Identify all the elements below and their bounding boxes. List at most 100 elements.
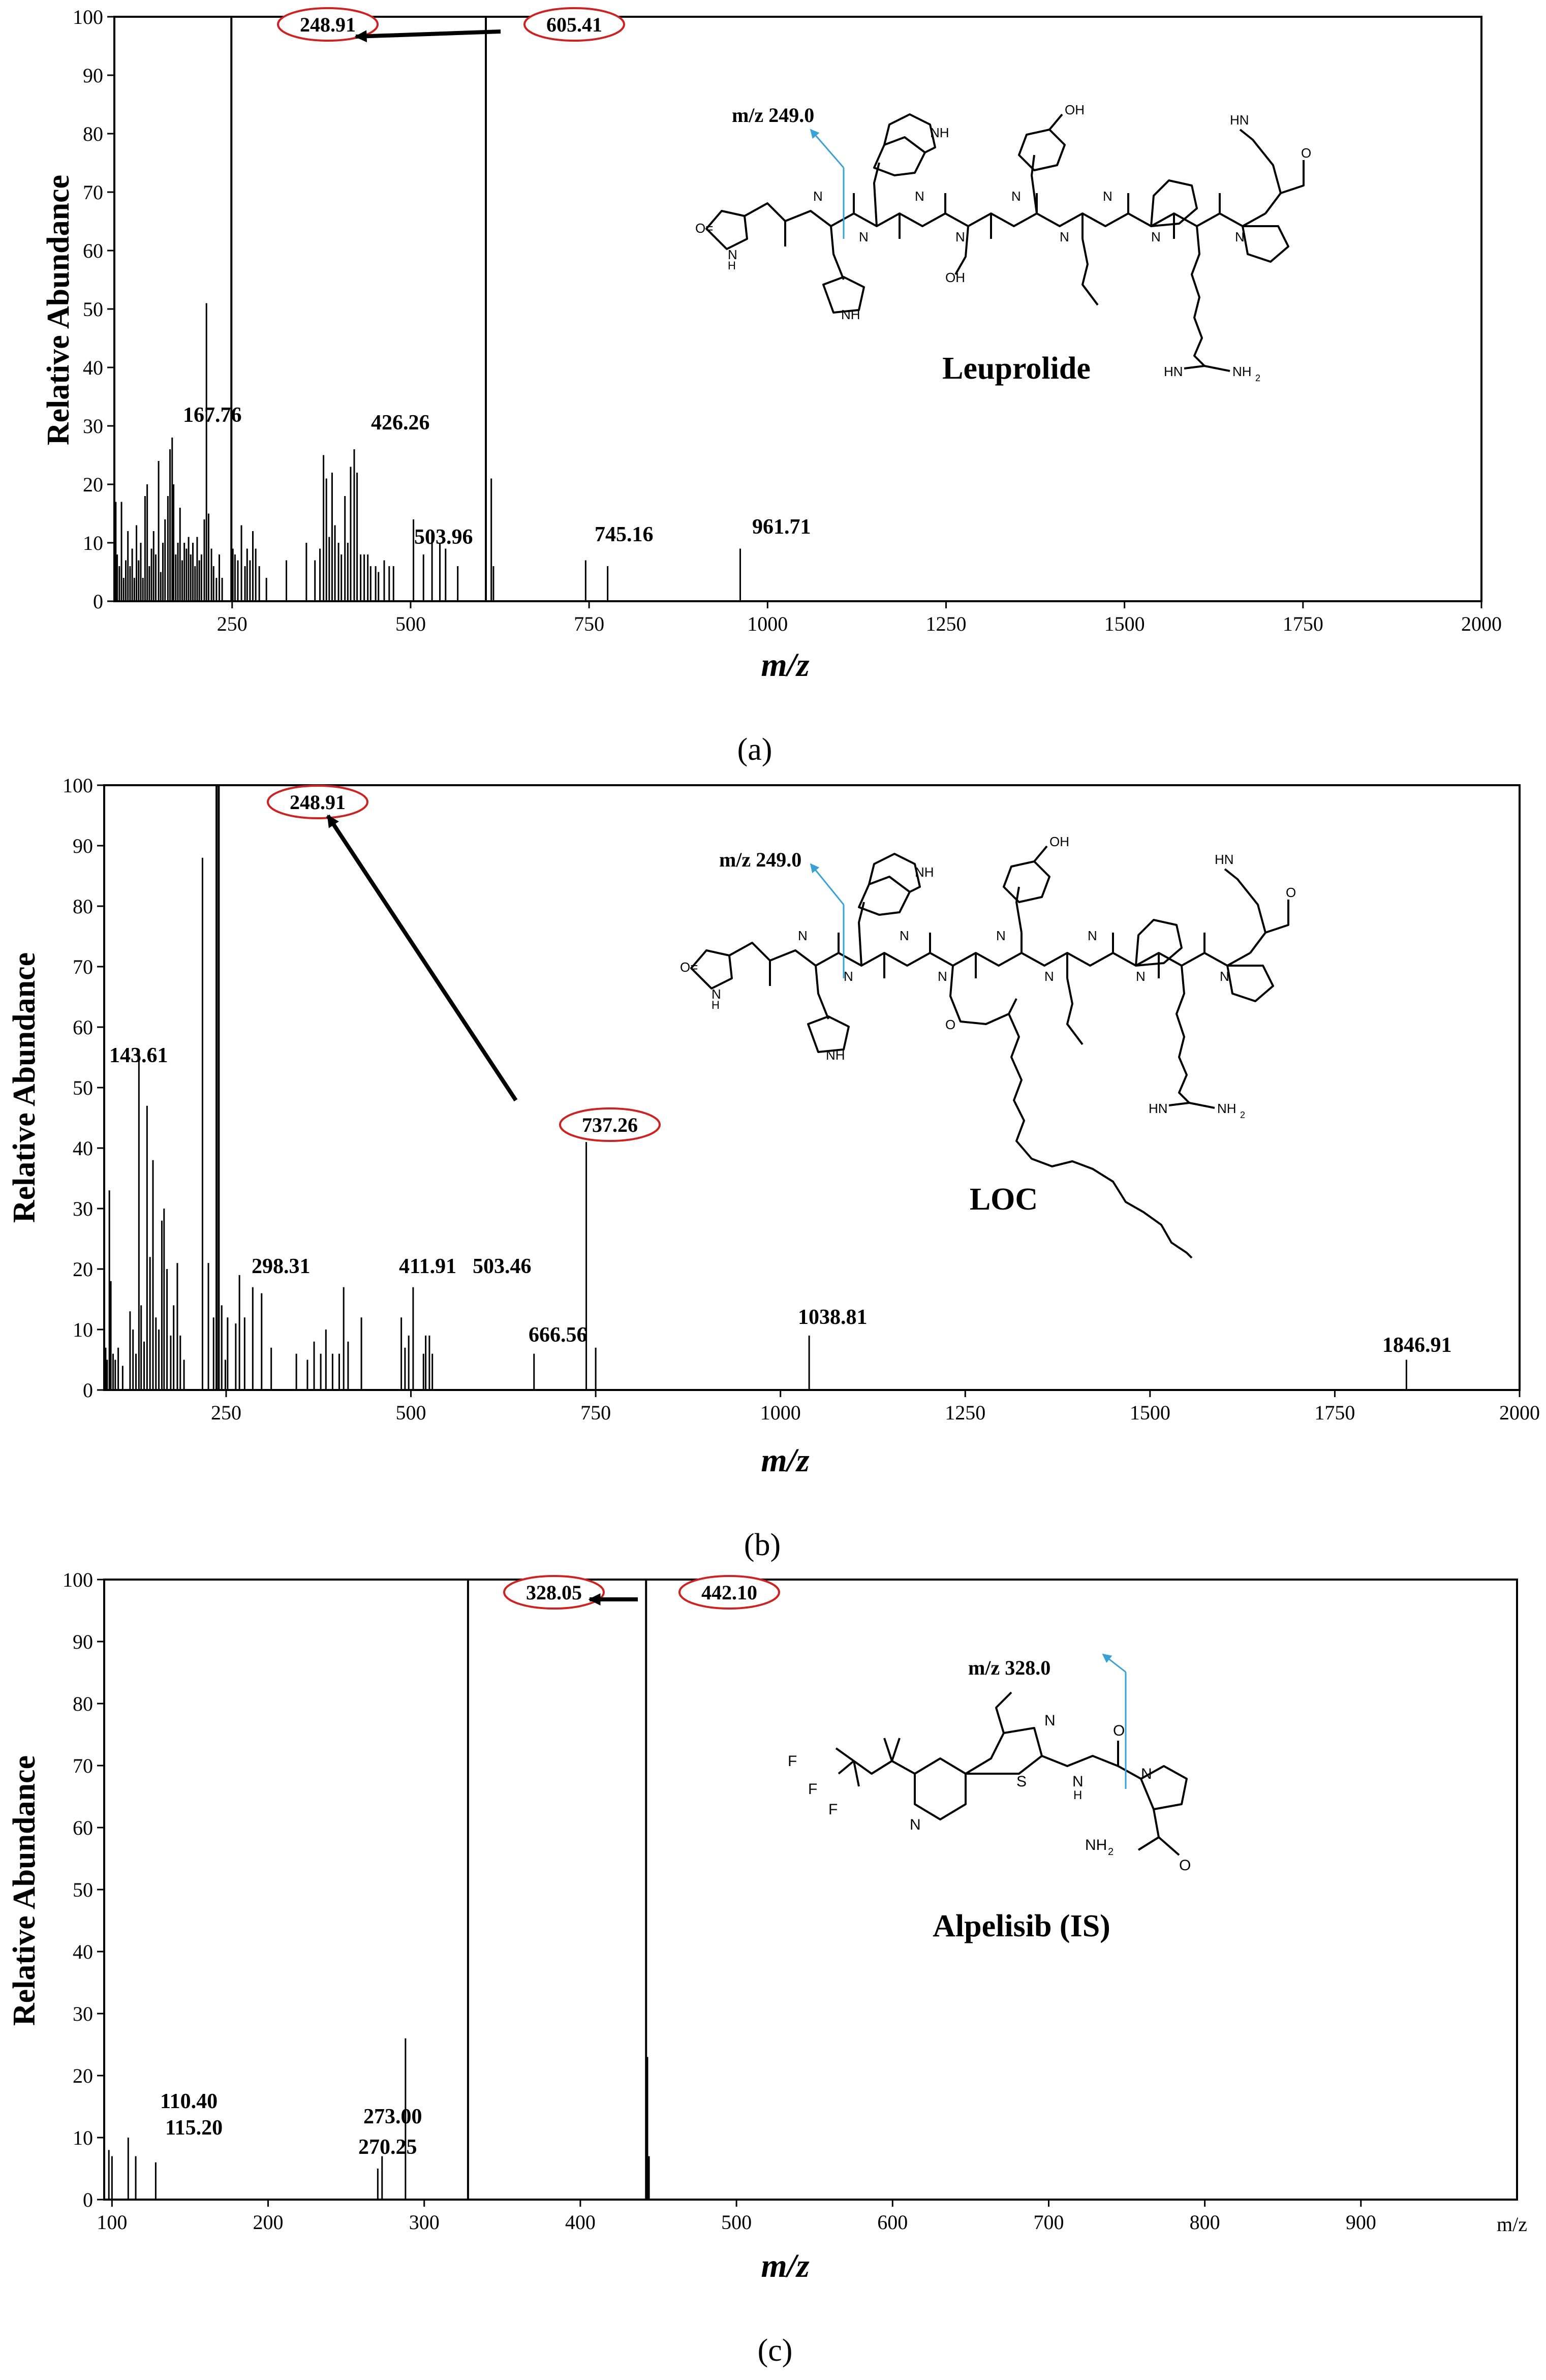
panel-caption: (b) (744, 1528, 781, 1562)
fragment-label: m/z 249.0 (732, 104, 814, 127)
svg-text:O: O (1286, 885, 1296, 900)
y-tick-label: 40 (73, 1137, 93, 1160)
y-tick-label: 0 (93, 590, 103, 613)
x-axis-label: m/z (761, 646, 810, 684)
y-tick-label: 60 (73, 1816, 93, 1839)
x-tick-label: 100 (97, 2211, 127, 2234)
panel-a: 0 10 20 30 40 50 60 70 80 90 100 250 500 750 1000 1250 1… (41, 6, 1502, 767)
svg-text:H: H (1073, 1788, 1082, 1802)
peak-label: 426.26 (371, 411, 430, 435)
svg-text:N: N (1235, 229, 1245, 244)
svg-text:NH: NH (1232, 364, 1252, 379)
y-tick-label: 50 (73, 1878, 93, 1901)
svg-text:H: H (712, 999, 720, 1011)
axis-ticks: 0 10 20 30 40 50 60 70 80 90 100 250 500 750 1000 1250 1… (63, 774, 1540, 1424)
spectrum-peaks (105, 785, 1407, 1390)
highlight-ellipse (267, 785, 368, 819)
peak-labels: 110.40 115.20 273.00 270.25 (160, 2090, 422, 2159)
y-tick-label: 90 (73, 1630, 93, 1653)
x-tick-label: 800 (1190, 2211, 1220, 2234)
x-tick-label: 1250 (925, 612, 966, 635)
y-tick-label: 60 (83, 239, 103, 262)
y-tick-label: 90 (83, 64, 103, 87)
axis-ticks: 0 10 20 30 40 50 60 70 80 90 100 100 200 300 400 500 600… (63, 1568, 1376, 2234)
svg-text:N: N (955, 229, 965, 244)
highlight-ellipse (523, 7, 625, 42)
svg-text:N: N (910, 1816, 921, 1833)
y-tick-label: 10 (73, 1318, 93, 1341)
peak-label: 110.40 (160, 2090, 218, 2113)
peak-label: 1846.91 (1382, 1334, 1452, 1357)
y-tick-label: 30 (73, 1197, 93, 1220)
y-tick-label: 50 (73, 1076, 93, 1099)
svg-text:2: 2 (1255, 373, 1260, 383)
transition-arrow (354, 29, 501, 43)
svg-text:OH: OH (1065, 102, 1085, 117)
y-tick-label: 70 (83, 181, 103, 204)
x-tick-label: 200 (253, 2211, 284, 2234)
svg-text:N: N (938, 969, 947, 984)
peak-label: 1038.81 (798, 1306, 868, 1329)
svg-text:HN: HN (1215, 852, 1234, 867)
svg-text:N: N (1044, 969, 1054, 984)
y-tick-label: 10 (73, 2126, 93, 2149)
svg-text:N: N (900, 928, 909, 943)
svg-text:NH: NH (915, 864, 934, 880)
highlighted-peak-labels: 248.91 737.26 (267, 785, 661, 1142)
y-tick-label: 80 (83, 122, 103, 145)
y-tick-label: 30 (83, 415, 103, 438)
highlighted-peak-label: 442.10 (701, 1581, 757, 1604)
highlighted-peak-label: 328.05 (526, 1581, 582, 1604)
y-tick-label: 60 (73, 1016, 93, 1039)
svg-text:N: N (1103, 189, 1112, 204)
x-tick-label: 1500 (1130, 1401, 1170, 1424)
peak-labels: 143.61 298.31 411.91 503.46 666.56 1038.81 184… (109, 1044, 1452, 1357)
svg-text:NH: NH (826, 1047, 845, 1063)
x-axis-unit-label: m/z (1497, 2213, 1527, 2236)
svg-text:NH: NH (1217, 1101, 1236, 1116)
compound-name: LOC (970, 1182, 1038, 1217)
fragment-label: m/z 328.0 (968, 1656, 1050, 1679)
svg-text:N: N (1044, 1712, 1056, 1729)
y-tick-label: 100 (73, 6, 103, 28)
svg-text:N: N (1060, 229, 1069, 244)
svg-text:N: N (1011, 189, 1021, 204)
loc-structure (690, 845, 1289, 1259)
highlight-ellipse (559, 1107, 661, 1142)
plot-frame (103, 1579, 1518, 2201)
highlighted-peak-label: 605.41 (546, 13, 602, 36)
spectrum-peaks (115, 17, 741, 601)
peak-label: 961.71 (752, 515, 811, 539)
y-axis-label: Relative Abundance (7, 1755, 42, 2026)
y-tick-label: 40 (73, 1940, 93, 1963)
x-tick-label: 2000 (1461, 612, 1502, 635)
svg-text:NH: NH (930, 125, 949, 140)
svg-text:O=: O= (695, 221, 713, 236)
highlight-ellipse (277, 7, 379, 42)
x-tick-label: 500 (721, 2211, 752, 2234)
highlighted-peak-labels: 328.05 442.10 (503, 1575, 780, 1610)
x-tick-label: 400 (565, 2211, 596, 2234)
svg-text:N: N (728, 247, 737, 262)
y-tick-label: 20 (83, 473, 103, 496)
spectrum-peaks (108, 1580, 650, 2200)
panel-b: 0 10 20 30 40 50 60 70 80 90 100 250 500 750 1000 1250 1… (7, 774, 1540, 1562)
y-tick-label: 50 (83, 298, 103, 321)
x-tick-label: 750 (574, 612, 604, 635)
peak-label: 273.00 (363, 2105, 422, 2128)
svg-text:O: O (1113, 1722, 1125, 1739)
x-axis-label: m/z (761, 2247, 810, 2284)
x-tick-label: 1750 (1283, 612, 1323, 635)
y-tick-label: 100 (63, 774, 93, 797)
x-tick-label: 2000 (1499, 1401, 1540, 1424)
y-tick-label: 90 (73, 834, 93, 857)
y-tick-label: 30 (73, 2002, 93, 2025)
compound-name: Leuprolide (942, 351, 1091, 386)
fragment-label: m/z 249.0 (719, 848, 801, 871)
svg-text:F: F (828, 1801, 838, 1818)
plot-frame (113, 16, 1482, 602)
x-tick-label: 500 (396, 1401, 426, 1424)
x-tick-label: 250 (217, 612, 248, 635)
svg-text:O: O (1301, 145, 1311, 161)
x-tick-label: 1000 (747, 612, 788, 635)
